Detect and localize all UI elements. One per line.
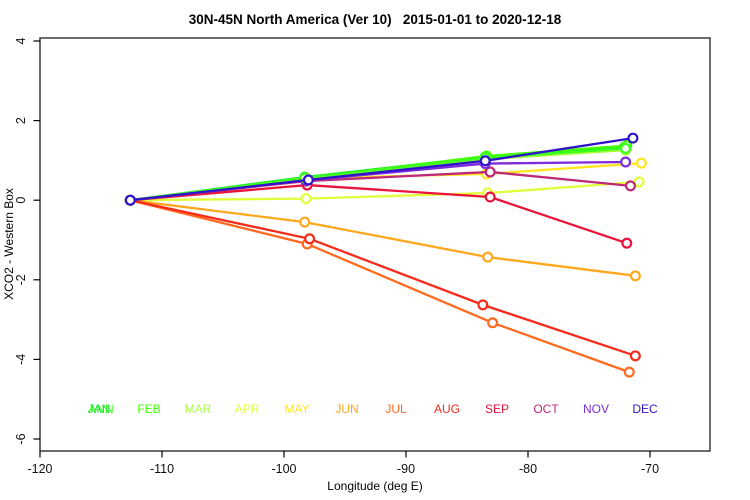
series-marker-OCT (624, 180, 636, 192)
series-marker-SEP (484, 191, 496, 203)
x-tick-label: -90 (397, 462, 415, 476)
x-tick-label: -110 (150, 462, 174, 476)
chart-title: 30N-45N North America (Ver 10) 2015-01-0… (188, 12, 562, 27)
x-tick-label: -120 (27, 462, 52, 476)
legend-label-NOV: NOV (583, 402, 609, 416)
legend-label-SEP: SEP (485, 402, 509, 416)
y-tick-label: -2 (14, 274, 28, 285)
series-marker-DEC (627, 132, 639, 144)
series-marker-SEP (621, 237, 633, 249)
legend-label-JAN: JAN (88, 402, 111, 416)
series-marker-AUG (629, 350, 641, 362)
series-line-SEP (129, 183, 628, 245)
series-marker-NOV (620, 156, 632, 168)
series-marker-ANN (620, 142, 632, 154)
legend-label-FEB: FEB (137, 402, 160, 416)
legend-label-ANN: ANN (88, 402, 113, 416)
y-tick-label: -4 (14, 354, 28, 365)
y-tick-label: 2 (14, 117, 28, 124)
series-marker-DEC (302, 174, 314, 186)
y-tick-label: 0 (14, 197, 28, 204)
series-marker-JUL (623, 366, 635, 378)
series-marker-APR (300, 193, 312, 205)
legend-label-DEC: DEC (632, 402, 658, 416)
x-tick-label: -100 (271, 462, 296, 476)
series-marker-AUG (477, 299, 489, 311)
series-marker-OCT (484, 166, 496, 178)
series-marker-JUL (487, 317, 499, 329)
legend-label-MAR: MAR (185, 402, 212, 416)
x-tick-label: -70 (641, 462, 659, 476)
legend-label-APR: APR (235, 402, 260, 416)
series-line-JUN (129, 199, 637, 277)
series-line-AUG (129, 199, 637, 357)
series-line-DEC (129, 136, 635, 202)
series-marker-DEC (124, 194, 136, 206)
series-line-ANN (129, 147, 627, 202)
legend-label-JUL: JUL (385, 402, 407, 416)
legend-label-MAY: MAY (284, 402, 309, 416)
y-tick-label: 4 (14, 37, 28, 44)
series-marker-JUN (299, 216, 311, 228)
y-tick-label: -6 (14, 433, 28, 444)
legend-label-JUN: JUN (335, 402, 358, 416)
legend-label-OCT: OCT (533, 402, 559, 416)
series-line-JUL (129, 199, 631, 374)
x-tick-label: -80 (519, 462, 537, 476)
series-marker-JUN (629, 270, 641, 282)
x-axis-title: Longitude (deg E) (327, 479, 423, 493)
series-line-APR (129, 180, 641, 202)
series-marker-JUN (482, 251, 494, 263)
legend-label-AUG: AUG (434, 402, 460, 416)
series-marker-APR (633, 176, 645, 188)
series-marker-MAY (635, 157, 647, 169)
y-axis-title: XCO2 - Western Box (2, 188, 16, 300)
series-marker-AUG (304, 233, 316, 245)
plot-box (39, 37, 711, 452)
series-marker-DEC (479, 155, 491, 167)
